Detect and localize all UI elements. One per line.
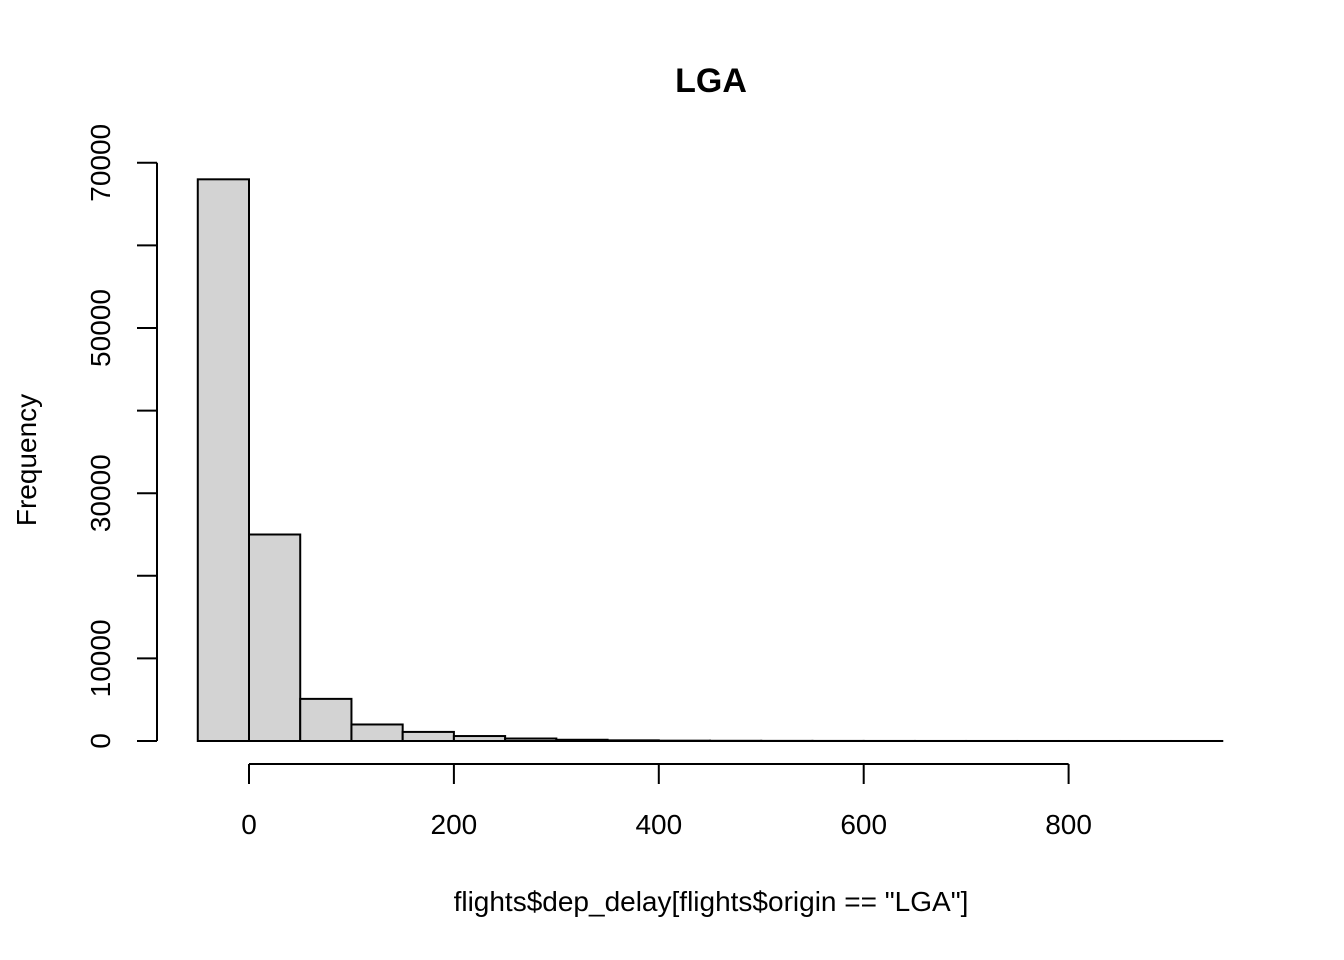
y-tick-label: 30000 [85,454,116,532]
y-tick-label: 50000 [85,289,116,367]
histogram-bar [299,697,353,743]
histogram-bar [248,533,302,742]
histogram-bar [401,730,455,743]
bars-group [196,178,1224,743]
histogram-bar [196,178,250,742]
chart-title: LGA [675,62,747,100]
x-tick-label: 400 [635,809,682,840]
histogram-bar [350,723,404,742]
x-tick-label: 800 [1045,809,1092,840]
y-tick-label: 0 [85,733,116,749]
x-tick-label: 0 [241,809,257,840]
x-tick-label: 200 [431,809,478,840]
y-axis-label: Frequency [11,394,42,526]
y-tick-label: 70000 [85,124,116,202]
x-tick-label: 600 [840,809,887,840]
y-tick-label: 10000 [85,619,116,697]
x-axis-label: flights$dep_delay[flights$origin == "LGA… [454,886,969,917]
axes-group: 0 200 400 600 800 0 10000 30000 50000 70000 [85,124,1223,840]
